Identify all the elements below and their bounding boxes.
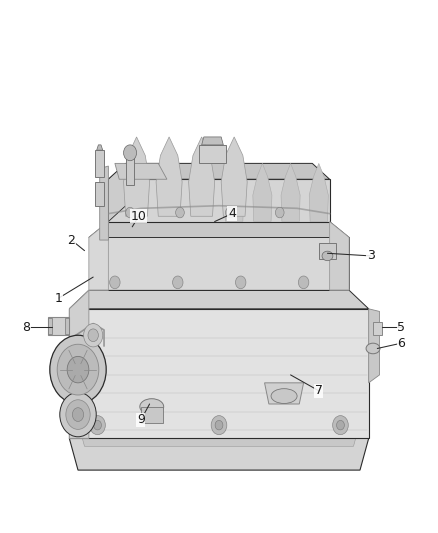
Polygon shape xyxy=(156,137,182,216)
Circle shape xyxy=(84,324,103,347)
Circle shape xyxy=(90,416,105,435)
Polygon shape xyxy=(124,137,150,216)
Polygon shape xyxy=(82,438,356,446)
Polygon shape xyxy=(69,438,369,470)
Polygon shape xyxy=(221,137,247,216)
Circle shape xyxy=(88,329,99,342)
Polygon shape xyxy=(95,182,104,206)
Ellipse shape xyxy=(140,399,164,415)
Circle shape xyxy=(336,421,344,430)
Polygon shape xyxy=(115,164,167,179)
Ellipse shape xyxy=(271,389,297,403)
Circle shape xyxy=(66,400,90,430)
Circle shape xyxy=(110,276,120,289)
Ellipse shape xyxy=(322,251,333,261)
Text: 10: 10 xyxy=(131,210,147,223)
Polygon shape xyxy=(281,164,300,222)
Polygon shape xyxy=(369,309,379,383)
Ellipse shape xyxy=(366,343,380,354)
Polygon shape xyxy=(69,290,369,309)
Polygon shape xyxy=(265,383,304,404)
Circle shape xyxy=(211,416,227,435)
Text: 3: 3 xyxy=(367,249,375,262)
Polygon shape xyxy=(108,164,126,222)
Circle shape xyxy=(236,276,246,289)
Polygon shape xyxy=(309,164,328,222)
Polygon shape xyxy=(141,407,162,423)
Polygon shape xyxy=(95,150,104,176)
Circle shape xyxy=(298,276,309,289)
Circle shape xyxy=(94,421,102,430)
Circle shape xyxy=(72,408,84,422)
Polygon shape xyxy=(100,166,108,240)
Circle shape xyxy=(60,392,96,437)
Polygon shape xyxy=(48,318,52,334)
Circle shape xyxy=(226,207,234,218)
Circle shape xyxy=(276,207,284,218)
Circle shape xyxy=(57,344,99,395)
Circle shape xyxy=(173,276,183,289)
Polygon shape xyxy=(89,222,108,290)
Text: 1: 1 xyxy=(55,292,63,305)
Polygon shape xyxy=(108,164,330,179)
Text: 8: 8 xyxy=(22,321,30,334)
Polygon shape xyxy=(330,222,349,290)
Circle shape xyxy=(67,357,89,383)
Polygon shape xyxy=(89,237,349,290)
Circle shape xyxy=(124,145,137,161)
Text: 6: 6 xyxy=(397,337,405,350)
Circle shape xyxy=(126,207,134,218)
Polygon shape xyxy=(69,309,369,438)
Text: 5: 5 xyxy=(397,321,405,334)
Circle shape xyxy=(215,421,223,430)
Text: 9: 9 xyxy=(137,414,145,426)
Circle shape xyxy=(176,207,184,218)
Text: 7: 7 xyxy=(315,384,323,397)
Polygon shape xyxy=(89,222,349,237)
Text: 4: 4 xyxy=(228,207,236,220)
Polygon shape xyxy=(225,164,244,222)
Polygon shape xyxy=(126,158,134,184)
Polygon shape xyxy=(69,290,89,438)
Polygon shape xyxy=(319,243,336,259)
Polygon shape xyxy=(373,322,381,335)
Polygon shape xyxy=(65,318,69,334)
Polygon shape xyxy=(97,145,103,150)
Circle shape xyxy=(50,335,106,404)
Polygon shape xyxy=(189,137,215,216)
Polygon shape xyxy=(199,145,226,164)
Polygon shape xyxy=(108,179,330,222)
Text: 2: 2 xyxy=(67,233,75,247)
Polygon shape xyxy=(201,137,223,145)
Polygon shape xyxy=(253,164,272,222)
Polygon shape xyxy=(48,317,69,335)
Circle shape xyxy=(333,416,348,435)
